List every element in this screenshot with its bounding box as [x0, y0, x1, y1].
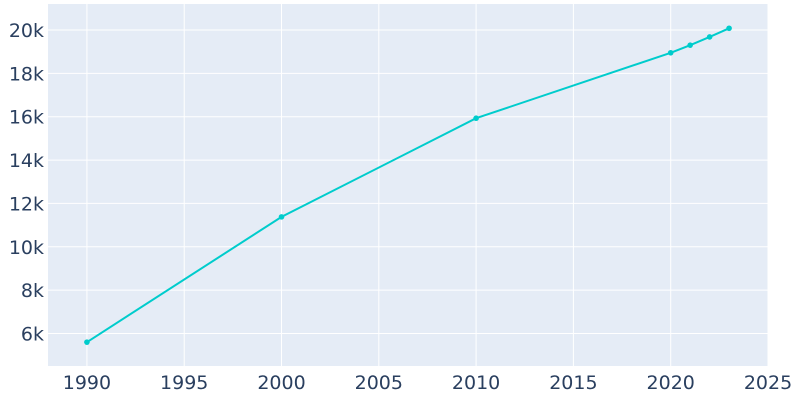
data-point[interactable] — [667, 49, 674, 56]
data-point[interactable] — [278, 214, 285, 220]
data-point[interactable] — [706, 34, 713, 40]
data-point[interactable] — [473, 115, 479, 122]
y-tick-label: 8k — [21, 280, 44, 302]
y-tick-label: 10k — [9, 237, 44, 259]
y-axis-tick-labels: 6k 8k 10k 12k 14k 16k 18k 20k — [9, 20, 44, 345]
x-gridlines — [86, 4, 769, 366]
x-tick-label: 2000 — [257, 372, 305, 394]
series-group — [84, 25, 732, 345]
y-tick-label: 16k — [9, 107, 44, 129]
y-tick-label: 20k — [9, 20, 44, 42]
y-tick-label: 12k — [9, 193, 44, 215]
plot-area — [48, 4, 768, 366]
y-gridlines — [48, 29, 768, 334]
x-tick-label: 1995 — [160, 372, 208, 394]
data-point[interactable] — [726, 25, 732, 32]
y-tick-label: 6k — [21, 323, 44, 345]
x-tick-label: 2015 — [549, 372, 597, 394]
data-point[interactable] — [687, 42, 693, 48]
x-tick-label: 2025 — [744, 372, 792, 394]
x-tick-label: 2010 — [452, 372, 500, 394]
x-tick-label: 1990 — [63, 372, 111, 394]
y-tick-label: 18k — [9, 63, 44, 85]
y-tick-label: 14k — [9, 150, 44, 172]
x-tick-label: 2020 — [647, 372, 695, 394]
x-tick-label: 2005 — [355, 372, 403, 394]
data-point[interactable] — [84, 339, 90, 345]
x-axis-tick-labels: 1990 1995 2000 2005 2010 2015 2020 2025 — [63, 372, 792, 394]
